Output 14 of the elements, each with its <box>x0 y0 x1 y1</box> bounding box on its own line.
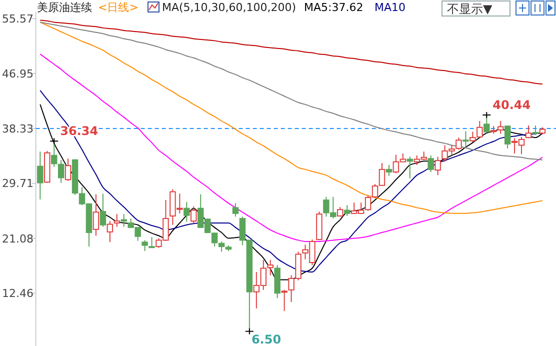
y-tick-label: 12.46 <box>2 287 34 300</box>
y-tick-label: 55.57 <box>2 12 34 26</box>
y-tick-label: 38.33 <box>2 122 34 136</box>
chart-title: 美原油连续 <box>37 1 92 14</box>
y-tick-label: 29.71 <box>2 177 34 190</box>
annotation: 不显示▼ <box>447 2 493 16</box>
text: MA10 <box>374 1 406 14</box>
y-tick-label: 46.95 <box>2 67 34 80</box>
y-tick-label: 21.08 <box>2 232 34 246</box>
annotation: 6.50 <box>251 332 282 346</box>
chart-subtitle: <日线> <box>98 1 138 14</box>
annotation: 40.44 <box>492 98 531 112</box>
text: MA5:37.62 <box>304 1 364 14</box>
legend-title: MA(5,10,30,60,100,200) <box>162 1 296 14</box>
